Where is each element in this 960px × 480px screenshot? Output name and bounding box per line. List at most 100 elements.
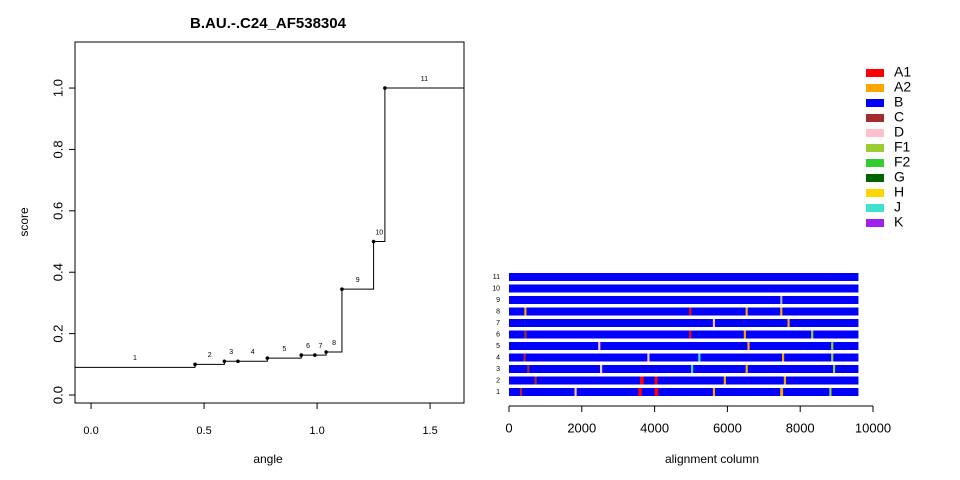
subtype-segment (654, 376, 658, 385)
legend-swatch (866, 219, 884, 227)
point-label: 11 (421, 76, 428, 83)
row-label: 9 (496, 297, 500, 304)
legend-label: F1 (894, 139, 911, 155)
step-point (324, 350, 328, 354)
row-label: 11 (493, 274, 500, 281)
legend-label: K (894, 214, 904, 230)
subtype-segment (712, 319, 716, 327)
y-tick-label: 1.0 (50, 79, 65, 97)
row-label: 1 (496, 389, 500, 396)
point-label: 4 (251, 349, 255, 356)
step-point (371, 239, 376, 244)
legend-swatch (866, 159, 884, 167)
row-label: 6 (496, 331, 500, 338)
subtype-segment (829, 388, 832, 396)
x-axis-label: angle (253, 452, 283, 466)
subtype-segment (723, 376, 726, 385)
step-point (299, 353, 304, 357)
legend-label: C (894, 109, 904, 125)
subtype-segment (654, 388, 659, 396)
subtype-segment (647, 353, 650, 362)
point-label: 2 (208, 352, 212, 359)
x-tick-label: 10000 (855, 420, 891, 435)
alignment-bar (509, 284, 859, 293)
legend-label: F2 (894, 154, 911, 170)
point-label: 6 (306, 343, 310, 350)
subtype-segment (780, 388, 784, 396)
row-label: 4 (496, 354, 500, 361)
x-tick-label: 0 (505, 420, 512, 435)
subtype-segment (811, 330, 814, 339)
x-tick-label: 2000 (567, 420, 596, 435)
subtype-segment (743, 330, 746, 339)
subtype-segment (780, 296, 783, 304)
alignment-bar (509, 365, 859, 373)
x-tick-label: 1.5 (422, 425, 437, 437)
point-label: 9 (356, 277, 360, 284)
legend-label: D (894, 124, 904, 140)
row-label: 10 (492, 285, 500, 292)
legend-label: J (894, 199, 901, 215)
subtype-segment (574, 388, 577, 396)
legend-swatch (866, 69, 884, 77)
subtype-segment (747, 342, 750, 350)
x-tick-label: 4000 (640, 420, 669, 435)
subtype-segment (831, 353, 834, 362)
subtype-segment (640, 376, 644, 385)
subtype-segment (831, 342, 834, 350)
x-axis-label: alignment column (665, 452, 759, 466)
alignment-bar (509, 273, 859, 281)
step-point (383, 86, 387, 90)
point-label: 7 (319, 343, 323, 350)
legend-swatch (866, 114, 884, 122)
alignment-bar (509, 388, 859, 396)
alignment-bar (509, 319, 859, 327)
chart-title: B.AU.-.C24_AF538304 (190, 15, 347, 32)
legend-swatch (866, 204, 884, 212)
row-label: 8 (496, 308, 500, 315)
subtype-segment (698, 353, 701, 362)
x-tick-label: 0.5 (196, 425, 211, 437)
legend-label: H (894, 184, 904, 200)
step-point (236, 359, 240, 364)
legend-swatch (866, 84, 884, 92)
legend-label: A1 (894, 64, 911, 80)
subtype-segment (712, 388, 716, 396)
x-tick-label: 6000 (713, 420, 742, 435)
y-axis-label: score (17, 207, 31, 237)
subtype-segment (600, 365, 603, 373)
point-label: 5 (282, 346, 286, 353)
point-label: 8 (332, 340, 336, 347)
row-label: 5 (496, 343, 500, 350)
legend-swatch (866, 144, 884, 152)
y-tick-label: 0.2 (50, 325, 65, 343)
subtype-segment (691, 365, 694, 373)
point-label: 10 (375, 229, 383, 236)
legend-swatch (866, 129, 884, 137)
row-label: 3 (496, 366, 500, 373)
x-tick-label: 1.0 (309, 425, 324, 437)
y-tick-label: 0.4 (50, 263, 65, 281)
subtype-segment (745, 307, 748, 316)
point-label: 1 (133, 355, 137, 362)
alignment-bar (509, 376, 859, 385)
subtype-segment (598, 342, 601, 350)
legend-label: B (894, 94, 903, 110)
subtype-segment (689, 330, 692, 339)
row-label: 7 (496, 320, 500, 327)
subtype-segment (519, 388, 523, 396)
alignment-bar (509, 353, 859, 362)
plot-frame (74, 41, 465, 404)
step-point (313, 353, 317, 357)
subtype-segment (782, 353, 785, 362)
subtype-segment (689, 307, 692, 316)
x-tick-label: 8000 (786, 420, 815, 435)
x-tick-label: 0.0 (83, 425, 98, 437)
step-point (340, 287, 344, 291)
subtype-segment (780, 307, 783, 316)
step-point (193, 362, 197, 367)
subtype-segment (527, 365, 530, 373)
alignment-bar (509, 330, 859, 339)
step-point (265, 356, 270, 360)
step-line (75, 87, 464, 368)
